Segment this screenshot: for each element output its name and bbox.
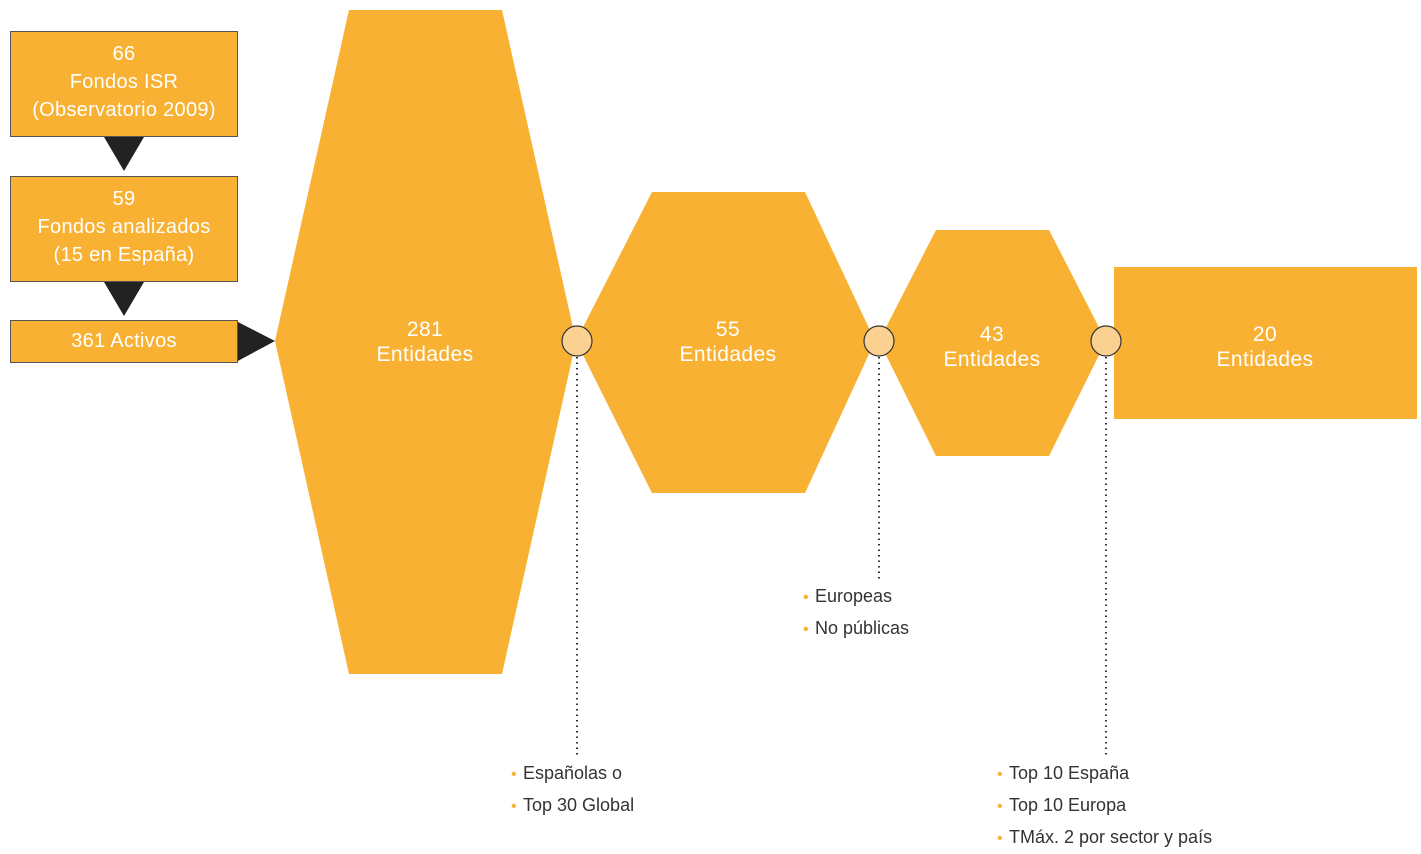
stage-shape-43	[879, 230, 1106, 456]
criterion-text: Europeas	[815, 586, 893, 606]
criterion-text: Españolas o	[523, 763, 623, 783]
filter-node-3	[1090, 325, 1122, 357]
bullet-icon: •	[997, 766, 1003, 783]
stage-shape-55	[576, 192, 875, 493]
bullet-icon: •	[803, 621, 809, 638]
down-arrow-icon	[104, 282, 144, 316]
stage-unit: Entidades	[1216, 348, 1314, 371]
list-item: • Top 10 Europa	[997, 790, 1212, 822]
list-item: • Top 30 Global	[511, 790, 634, 822]
bullet-icon: •	[803, 589, 809, 606]
list-item: • Top 10 España	[997, 758, 1212, 790]
source-box-assets-line-1: 361 Activos	[71, 330, 177, 352]
source-box-analyzed: 59 Fondos analizados (15 en España)	[10, 176, 238, 282]
criterion-text: No públicas	[815, 618, 910, 638]
source-box-analyzed-line-1: 59	[112, 188, 136, 210]
list-item: • No públicas	[803, 613, 909, 645]
criterion-text: Top 10 España	[1009, 763, 1130, 783]
filter-node-2	[863, 325, 895, 357]
stage-shape-20	[1114, 267, 1417, 419]
source-box-funds: 66 Fondos ISR (Observatorio 2009)	[10, 31, 238, 137]
criterion-text: Top 10 Europa	[1009, 795, 1127, 815]
stage-unit: Entidades	[943, 348, 1041, 371]
source-box-funds-line-3: (Observatorio 2009)	[32, 99, 216, 121]
criterion-text: TMáx. 2 por sector y país	[1009, 827, 1213, 847]
list-item: • TMáx. 2 por sector y país	[997, 822, 1212, 854]
down-arrow-icon	[104, 137, 144, 171]
bullet-icon: •	[997, 798, 1003, 815]
stage-label-281: 281 Entidades	[345, 317, 505, 367]
right-arrow-icon	[236, 321, 275, 362]
stage-value: 55	[715, 318, 741, 341]
criterion-text: Top 30 Global	[523, 795, 635, 815]
stage-label-20: 20 Entidades	[1185, 322, 1345, 372]
stage-unit: Entidades	[376, 343, 474, 366]
stage-value: 43	[979, 323, 1005, 346]
stage-value: 20	[1252, 323, 1278, 346]
source-box-assets: 361 Activos	[10, 320, 238, 363]
stage-label-55: 55 Entidades	[648, 317, 808, 367]
stage-shape-281	[275, 10, 576, 674]
stage-value: 281	[406, 318, 444, 341]
bullet-icon: •	[511, 798, 517, 815]
source-box-funds-line-2: Fondos ISR	[69, 71, 179, 93]
source-box-analyzed-line-3: (15 en España)	[53, 244, 195, 266]
stage-unit: Entidades	[679, 343, 777, 366]
bullet-icon: •	[997, 830, 1003, 847]
list-item: • Europeas	[803, 581, 909, 613]
filter-criteria-2: • Europeas • No públicas	[803, 581, 909, 645]
stage-label-43: 43 Entidades	[912, 322, 1072, 372]
filter-criteria-1: • Españolas o • Top 30 Global	[511, 758, 634, 822]
bullet-icon: •	[511, 766, 517, 783]
source-box-funds-line-1: 66	[112, 43, 136, 65]
list-item: • Españolas o	[511, 758, 634, 790]
filter-node-1	[561, 325, 593, 357]
source-box-analyzed-line-2: Fondos analizados	[37, 216, 211, 238]
filter-criteria-3: • Top 10 España • Top 10 Europa • TMáx. 2 p…	[997, 758, 1212, 854]
